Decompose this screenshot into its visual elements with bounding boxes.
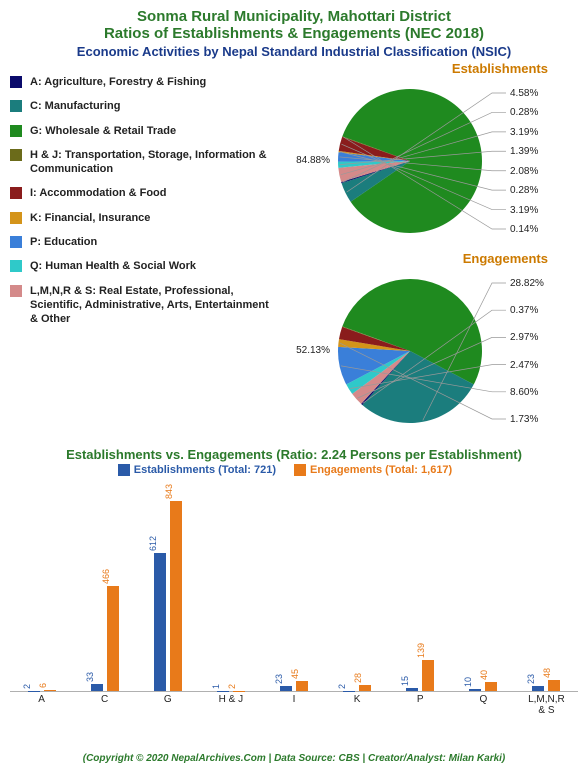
pie-label: 84.88%	[296, 155, 330, 166]
legend-item: P: Education	[10, 235, 270, 249]
bar-category: I	[272, 691, 316, 705]
bar-eng	[296, 681, 308, 691]
pie2-title: Engagements	[270, 251, 548, 266]
pie2-wrap: 52.13% 28.82% 0.37% 2.97% 2.47% 8.60% 1.73%	[270, 266, 578, 441]
legend-item: Q: Human Health & Social Work	[10, 259, 270, 273]
pie1-title: Establishments	[270, 61, 548, 76]
bar-eng	[485, 682, 497, 691]
footer: (Copyright © 2020 NepalArchives.Com | Da…	[0, 753, 588, 764]
pie-label: 0.28%	[510, 107, 538, 118]
bar-val: 466	[101, 569, 111, 584]
bar-est	[91, 684, 103, 691]
pie-label: 0.14%	[510, 224, 538, 235]
bar-val: 10	[463, 677, 473, 687]
bar-legend: Establishments (Total: 721) Engagements (…	[0, 464, 588, 476]
legend-label: A: Agriculture, Forestry & Fishing	[30, 75, 206, 89]
bar-eng	[170, 501, 182, 691]
pie-label: 3.19%	[510, 127, 538, 138]
bar-val: 15	[400, 676, 410, 686]
bar-est	[154, 553, 166, 691]
legend-swatch	[10, 187, 22, 199]
legend-item: L,M,N,R & S: Real Estate, Professional, …	[10, 284, 270, 327]
pie-label: 1.39%	[510, 146, 538, 157]
legend-item: G: Wholesale & Retail Trade	[10, 124, 270, 138]
bar-category: A	[20, 691, 64, 705]
pie-label: 0.37%	[510, 305, 538, 316]
bar-val: 45	[290, 669, 300, 679]
legend-swatch	[10, 236, 22, 248]
legend-swatch	[10, 76, 22, 88]
pies-column: Establishments 84.88%4.58%0.28%3.19%1.39…	[270, 65, 578, 441]
pie-label: 1.73%	[510, 414, 538, 425]
bar-category: C	[83, 691, 127, 705]
bar-category: G	[146, 691, 190, 705]
legend-swatch	[10, 149, 22, 161]
bar-chart: 2 6 A 33 466 C 612 843 G 1 2 H & J 23 45…	[10, 482, 578, 692]
bar-category: Q	[461, 691, 505, 705]
bar-val: 612	[148, 536, 158, 551]
legend-swatch	[10, 212, 22, 224]
bar-eng	[422, 660, 434, 691]
pie-label: 3.19%	[510, 205, 538, 216]
bar-val: 139	[416, 643, 426, 658]
bar-val: 6	[38, 683, 48, 688]
bar-val: 28	[353, 673, 363, 683]
legend-label: I: Accommodation & Food	[30, 186, 166, 200]
legend-label: P: Education	[30, 235, 97, 249]
bar-val: 23	[526, 674, 536, 684]
legend-swatch	[10, 125, 22, 137]
legend-swatch	[10, 260, 22, 272]
bar-legend-label: Engagements (Total: 1,617)	[310, 464, 452, 476]
bar-legend-label: Establishments (Total: 721)	[134, 464, 276, 476]
legend-label: C: Manufacturing	[30, 99, 120, 113]
bar-legend-swatch	[118, 464, 130, 476]
bar-legend-swatch	[294, 464, 306, 476]
pie-label: 4.58%	[510, 88, 538, 99]
bar-title: Establishments vs. Engagements (Ratio: 2…	[0, 447, 588, 462]
pie-label: 2.47%	[510, 360, 538, 371]
legend-label: H & J: Transportation, Storage, Informat…	[30, 148, 270, 177]
bar-val: 48	[542, 668, 552, 678]
legend-label: Q: Human Health & Social Work	[30, 259, 196, 273]
legend-column: A: Agriculture, Forestry & Fishing C: Man…	[10, 65, 270, 441]
legend-swatch	[10, 100, 22, 112]
bar-val: 40	[479, 670, 489, 680]
bar-val: 843	[164, 484, 174, 499]
bar-val: 33	[85, 672, 95, 682]
bar-val: 2	[227, 684, 237, 689]
pie1-wrap: 84.88% 4.58% 0.28% 3.19% 1.39% 2.08% 0.28% 3.19…	[270, 76, 578, 251]
legend-label: G: Wholesale & Retail Trade	[30, 124, 176, 138]
bar-category: H & J	[209, 691, 253, 705]
legend-item: I: Accommodation & Food	[10, 186, 270, 200]
legend-label: K: Financial, Insurance	[30, 211, 150, 225]
legend-label: L,M,N,R & S: Real Estate, Professional, …	[30, 284, 270, 327]
top-section: A: Agriculture, Forestry & Fishing C: Man…	[0, 61, 588, 441]
subtitle: Economic Activities by Nepal Standard In…	[10, 44, 578, 59]
bar-category: P	[398, 691, 442, 705]
legend-item: H & J: Transportation, Storage, Informat…	[10, 148, 270, 177]
bar-header: Establishments vs. Engagements (Ratio: 2…	[0, 447, 588, 476]
bar-eng	[548, 680, 560, 691]
bar-category: K	[335, 691, 379, 705]
pie-label: 28.82%	[510, 278, 544, 289]
bar-val: 1	[211, 684, 221, 689]
pie-label: 52.13%	[296, 345, 330, 356]
pie-label: 0.28%	[510, 185, 538, 196]
bar-category: L,M,N,R & S	[524, 691, 568, 716]
pie-label: 2.97%	[510, 332, 538, 343]
title-line2: Ratios of Establishments & Engagements (…	[10, 25, 578, 42]
legend-item: C: Manufacturing	[10, 99, 270, 113]
legend-item: A: Agriculture, Forestry & Fishing	[10, 75, 270, 89]
legend-swatch	[10, 285, 22, 297]
title-block: Sonma Rural Municipality, Mahottari Dist…	[0, 0, 588, 61]
title-line1: Sonma Rural Municipality, Mahottari Dist…	[10, 8, 578, 25]
bar-val: 23	[274, 674, 284, 684]
pie-label: 8.60%	[510, 387, 538, 398]
bar-eng	[107, 586, 119, 691]
pie-label: 2.08%	[510, 166, 538, 177]
bar-val: 2	[22, 684, 32, 689]
legend-item: K: Financial, Insurance	[10, 211, 270, 225]
bar-val: 2	[337, 684, 347, 689]
